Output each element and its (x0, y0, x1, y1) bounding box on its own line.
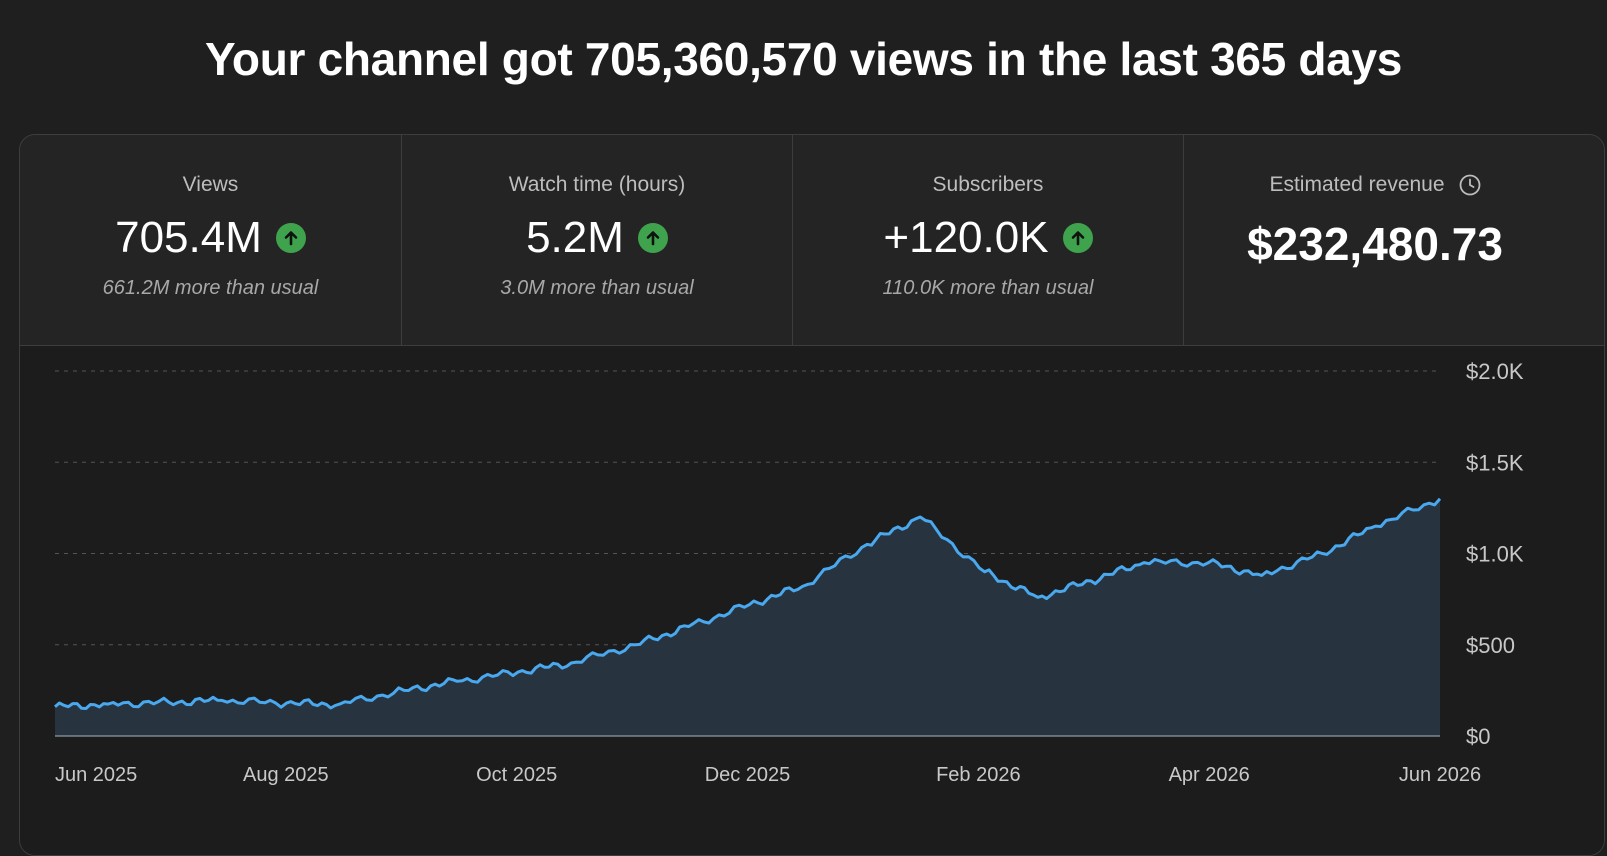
metric-value-row: 705.4M (20, 213, 401, 263)
metric-value-row: +120.0K (793, 213, 1183, 263)
metric-value: 5.2M (526, 213, 624, 262)
page-title: Your channel got 705,360,570 views in th… (204, 33, 1403, 85)
x-tick-label: Jun 2025 (55, 764, 137, 786)
metric-value: 705.4M (115, 213, 262, 262)
x-tick-label: Dec 2025 (705, 764, 791, 786)
chart-container: $0 $500 $1.0K $1.5K $2.0K Jun 2025 Aug 2025 Oc… (20, 346, 1604, 856)
chart-area-fill (55, 498, 1440, 736)
analytics-card: Views 705.4M 661.2M more than usual Watc… (19, 134, 1605, 856)
metric-value: $232,480.73 (1247, 218, 1503, 270)
metric-comparison: 110.0K more than usual (882, 277, 1094, 299)
arrow-up-icon (275, 223, 306, 253)
chart-series-line (54, 497, 1442, 710)
arrow-up-icon (637, 223, 668, 253)
metric-value: +120.0K (883, 213, 1049, 262)
x-tick-label: Apr 2026 (1169, 764, 1250, 786)
metric-label-row: Estimated revenue (1184, 173, 1566, 197)
metric-tabs: Views 705.4M 661.2M more than usual Watc… (20, 135, 1604, 346)
x-tick-label: Jun 2026 (1399, 764, 1481, 786)
y-tick-label: $1.0K (1466, 542, 1524, 567)
arrow-up-icon (1062, 223, 1093, 253)
y-tick-label: $0 (1466, 724, 1490, 749)
metric-value-row: $232,480.73 (1184, 217, 1566, 271)
metric-tab-watch-time[interactable]: Watch time (hours) 5.2M 3.0M more than u… (402, 135, 793, 345)
x-tick-label: Oct 2025 (476, 764, 557, 786)
metric-label: Subscribers (932, 173, 1044, 196)
y-tick-label: $500 (1466, 633, 1515, 658)
metric-comparison: 3.0M more than usual (500, 277, 694, 299)
metric-label: Watch time (hours) (508, 173, 686, 196)
x-tick-label: Aug 2025 (243, 764, 329, 786)
y-tick-label: $2.0K (1466, 359, 1524, 384)
metric-tab-subscribers[interactable]: Subscribers +120.0K 110.0K more than usu… (793, 135, 1184, 345)
y-tick-label: $1.5K (1466, 450, 1524, 475)
x-tick-label: Feb 2026 (936, 764, 1021, 786)
metric-label: Views (182, 173, 239, 196)
metric-tab-revenue[interactable]: Estimated revenue $232,480.73 (1184, 135, 1566, 345)
metric-value-row: 5.2M (402, 213, 792, 263)
metric-comparison: 661.2M more than usual (102, 277, 319, 299)
revenue-chart[interactable]: $0 $500 $1.0K $1.5K $2.0K Jun 2025 Aug 2025 Oc… (20, 346, 1604, 856)
metric-label: Estimated revenue (1269, 173, 1445, 196)
metric-tab-views[interactable]: Views 705.4M 661.2M more than usual (20, 135, 402, 345)
clock-icon[interactable] (1459, 174, 1481, 196)
